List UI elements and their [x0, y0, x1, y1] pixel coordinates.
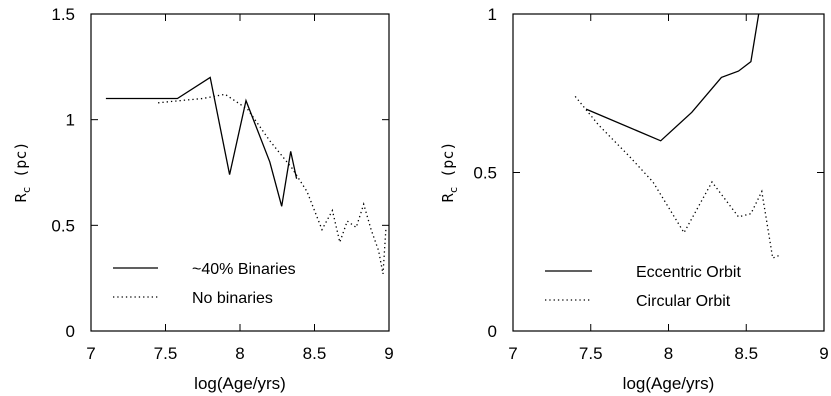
series-line-solid	[105, 76, 298, 207]
y-axis-symbol: R	[439, 192, 457, 202]
series-line-dotted	[574, 95, 781, 260]
x-tick-label: 7	[508, 344, 517, 363]
x-tick-label: 7	[86, 344, 95, 363]
x-axis-title: log(Age/yrs)	[623, 374, 715, 393]
legend-label: No binaries	[192, 290, 273, 307]
y-axis-symbol: R	[12, 192, 30, 202]
x-tick-label: 7.5	[154, 344, 178, 363]
series-line-dotted	[158, 93, 387, 275]
y-axis-title: Rc (pc)	[12, 142, 33, 203]
y-tick-label: 0	[488, 322, 497, 341]
left-panel: 7 7.5 8 8.5 9 0 0.5 1 1.5 log(Age/yrs) Rc (pc) ~40%…	[12, 5, 394, 393]
y-tick-label: 1	[488, 5, 497, 24]
legend-label: ~40% Binaries	[192, 261, 296, 278]
x-tick-label: 8	[235, 344, 244, 363]
plot-frame	[512, 13, 825, 332]
x-tick-label: 9	[384, 344, 393, 363]
y-tick-label: 1.5	[51, 5, 75, 24]
y-tick-label: 0.5	[473, 164, 497, 183]
series-line-solid	[585, 13, 760, 142]
y-axis-unit: (pc)	[439, 142, 457, 187]
x-tick-label: 9	[819, 344, 828, 363]
x-tick-label: 8	[664, 344, 673, 363]
y-tick-label: 0.5	[51, 216, 75, 235]
legend-label: Eccentric Orbit	[636, 264, 741, 281]
x-tick-label: 8.5	[303, 344, 327, 363]
y-tick-label: 0	[66, 322, 75, 341]
y-axis-subscript: c	[20, 187, 33, 194]
x-axis-title: log(Age/yrs)	[194, 374, 286, 393]
y-axis-title: Rc (pc)	[439, 142, 460, 203]
plot-frame	[90, 13, 390, 332]
right-panel: 7 7.5 8 8.5 9 0 0.5 1 log(Age/yrs) Rc (pc) Eccentr…	[439, 5, 829, 393]
x-tick-label: 8.5	[734, 344, 758, 363]
x-tick-label: 7.5	[579, 344, 603, 363]
legend-label: Circular Orbit	[636, 293, 731, 310]
y-axis-unit: (pc)	[12, 142, 30, 187]
y-tick-label: 1	[66, 111, 75, 130]
y-axis-subscript: c	[447, 187, 460, 194]
